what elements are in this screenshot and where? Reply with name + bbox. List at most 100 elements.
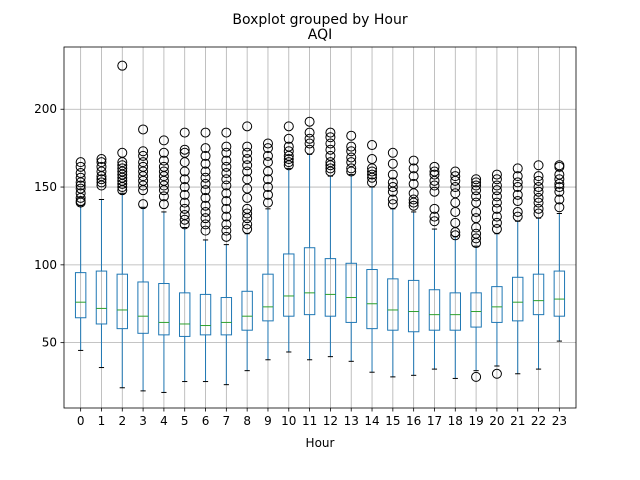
outlier-point (346, 141, 357, 152)
outlier-point (533, 197, 544, 208)
box-group (512, 163, 524, 375)
outlier-point (158, 199, 169, 210)
outlier-point (242, 166, 253, 177)
x-tick-label: 20 (489, 414, 504, 428)
outlier-point (491, 174, 502, 185)
x-tick-label: 23 (552, 414, 567, 428)
outlier-point (325, 144, 336, 155)
outlier-point (512, 163, 523, 174)
outlier-point (512, 211, 523, 222)
outlier-point (471, 228, 482, 239)
outlier-point (179, 174, 190, 185)
outlier-point (75, 188, 86, 199)
outlier-point (533, 208, 544, 219)
box-iqr (241, 290, 253, 331)
outlier-point (283, 157, 294, 168)
box-iqr (95, 270, 108, 325)
outlier-point (200, 172, 211, 183)
outlier-point (75, 180, 86, 191)
outlier-point (429, 169, 440, 180)
outlier-point (242, 147, 253, 158)
outlier-point (221, 174, 232, 185)
outlier-point (512, 171, 523, 182)
outlier-point (262, 197, 273, 208)
box-iqr (387, 278, 399, 331)
outlier-point (262, 189, 273, 200)
outlier-point (512, 206, 523, 217)
outlier-point (429, 180, 440, 191)
outlier-point (221, 225, 232, 236)
box-iqr (220, 297, 233, 336)
outlier-point (491, 169, 502, 180)
outlier-point (96, 157, 107, 168)
outlier-point (387, 182, 398, 193)
outlier-point (75, 183, 86, 194)
outlier-point (512, 182, 523, 193)
outlier-point (158, 161, 169, 172)
outlier-point (242, 154, 253, 165)
outlier-point (179, 182, 190, 193)
box-iqr (345, 262, 357, 323)
box-iqr (116, 273, 128, 330)
grid-lines (64, 47, 576, 408)
outlier-point (533, 175, 544, 186)
outlier-point (200, 192, 211, 203)
outlier-point (512, 189, 523, 200)
outlier-point (408, 171, 419, 182)
outlier-point (179, 144, 190, 155)
outlier-point (242, 203, 253, 214)
outlier-point (429, 166, 440, 177)
plot-area-frame (63, 46, 577, 409)
box-group (262, 138, 274, 361)
box-iqr (262, 273, 274, 322)
outlier-point (429, 216, 440, 227)
x-tick-label: 15 (385, 414, 400, 428)
box-iqr (74, 272, 87, 319)
outlier-point (242, 174, 253, 185)
outlier-point (75, 157, 86, 168)
outlier-point (283, 121, 294, 132)
box-group (470, 174, 482, 382)
outlier-point (283, 141, 294, 152)
box-group (179, 127, 191, 383)
y-tick-label: 50 (42, 336, 57, 350)
outlier-point (200, 185, 211, 196)
box-iqr (137, 281, 149, 334)
outlier-point (221, 141, 232, 152)
outlier-point (346, 130, 357, 141)
outlier-point (262, 174, 273, 185)
outlier-point (533, 160, 544, 171)
outlier-point (387, 158, 398, 169)
outlier-point (262, 157, 273, 168)
outlier-point (408, 178, 419, 189)
outlier-point (304, 144, 315, 155)
outlier-point (221, 196, 232, 207)
outlier-point (450, 230, 461, 241)
box-group (74, 157, 87, 351)
box-iqr (491, 286, 503, 323)
outlier-point (533, 203, 544, 214)
box-iqr (553, 270, 566, 317)
outlier-point (304, 116, 315, 127)
outlier-point (325, 132, 336, 143)
x-tick-label: 7 (223, 414, 231, 428)
outlier-point (262, 138, 273, 149)
outlier-point (283, 154, 294, 165)
outlier-point (96, 174, 107, 185)
x-tick-label: 0 (77, 414, 85, 428)
outlier-point (491, 211, 502, 222)
outlier-point (512, 196, 523, 207)
outlier-point (554, 182, 565, 193)
outlier-point (221, 219, 232, 230)
box-group (95, 154, 108, 369)
outlier-point (325, 150, 336, 161)
outlier-point (471, 180, 482, 191)
outlier-point (179, 127, 190, 138)
box-group (241, 121, 253, 372)
outlier-point (179, 214, 190, 225)
outlier-point (200, 213, 211, 224)
x-tick-label: 21 (510, 414, 525, 428)
outlier-point (533, 192, 544, 203)
outlier-point (533, 186, 544, 197)
